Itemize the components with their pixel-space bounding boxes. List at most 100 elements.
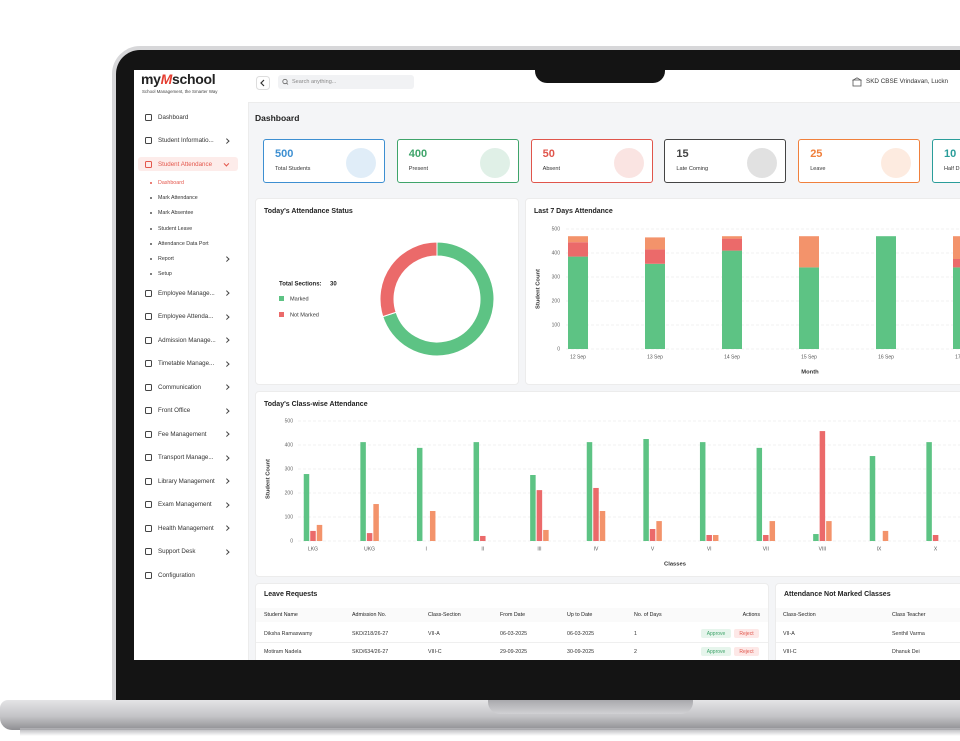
x-tick-label: VIII xyxy=(819,546,827,552)
nav-icon xyxy=(145,383,152,391)
reject-button[interactable]: Reject xyxy=(734,647,759,656)
stat-card[interactable]: 50 Absent xyxy=(530,139,653,183)
nav-item[interactable]: Fee Management xyxy=(138,427,238,441)
nav-label: Employee Manage... xyxy=(158,289,215,297)
table-cell: Motiram Nadela xyxy=(264,649,302,655)
bar xyxy=(316,524,323,541)
row-divider xyxy=(776,642,960,643)
table-cell: 06-03-2025 xyxy=(567,631,595,637)
nav-item[interactable]: Dashboard xyxy=(138,110,238,124)
submenu-item[interactable]: Dashboard xyxy=(150,177,238,189)
submenu-label: Attendance Data Port xyxy=(158,240,209,247)
chart: Today's Class-wise Attendance 0 100 200 300 4… xyxy=(264,401,960,568)
nav-label: Transport Manage... xyxy=(158,454,214,462)
nav-icon xyxy=(145,313,152,321)
y-tick-label: 100 xyxy=(552,322,561,328)
school-name[interactable]: SKD CBSE Vrindavan, Luckn xyxy=(866,78,949,85)
bar xyxy=(769,521,776,541)
legend-swatch xyxy=(279,296,284,301)
school-icon xyxy=(852,77,862,87)
stat-card[interactable]: 10 Half D xyxy=(932,139,960,183)
nav-arrow xyxy=(223,525,229,531)
x-tick-label: X xyxy=(934,546,938,552)
nav-label: Exam Management xyxy=(158,501,212,509)
submenu-item[interactable]: Report xyxy=(150,253,238,265)
legend-label: Not Marked xyxy=(290,312,319,318)
bar-segment xyxy=(568,256,588,349)
search-box[interactable]: Search anything... xyxy=(278,75,414,89)
table-header: Actions xyxy=(742,612,760,618)
approve-button[interactable]: Approve xyxy=(701,629,731,638)
table-header: Admission No. xyxy=(352,612,387,618)
nav-item[interactable]: Employee Manage... xyxy=(138,286,238,300)
nav-item[interactable]: Student Informatio... xyxy=(138,134,238,148)
topbar: Search anything... SKD CBSE Vrindavan, L… xyxy=(248,70,960,103)
nav-label: Library Management xyxy=(158,477,215,485)
stat-label: Total Students xyxy=(275,166,311,172)
stat-value: 10 xyxy=(944,148,957,160)
nav-icon xyxy=(145,477,152,485)
nav-item[interactable]: Exam Management xyxy=(138,498,238,512)
bar xyxy=(373,504,379,541)
nav-arrow xyxy=(223,384,229,390)
nav-icon xyxy=(145,289,152,297)
nav-item[interactable]: Health Management xyxy=(138,521,238,535)
bar-segment xyxy=(722,236,742,239)
nav-arrow xyxy=(223,314,229,320)
reject-button[interactable]: Reject xyxy=(734,629,759,638)
bar-segment xyxy=(568,242,588,257)
nav-item[interactable]: Employee Attenda... xyxy=(138,310,238,324)
panel: Last 7 Days Attendance 0 100 200 300 400 500 12… xyxy=(525,198,960,385)
nav-arrow xyxy=(223,337,229,343)
nav-item[interactable]: Support Desk xyxy=(138,545,238,559)
stat-card[interactable]: 400 Present xyxy=(396,139,519,183)
approve-button[interactable]: Approve xyxy=(701,647,731,656)
submenu-label: Report xyxy=(158,256,174,262)
base-shadow xyxy=(20,728,960,736)
panel: Today's Attendance Status Total Sections:… xyxy=(255,198,519,385)
nav-item[interactable]: Communication xyxy=(138,380,238,394)
stat-card[interactable]: 15 Late Coming xyxy=(664,139,787,183)
legend-label: Marked xyxy=(290,296,309,302)
submenu-item[interactable]: Mark Absentee xyxy=(150,207,238,219)
nav-item[interactable]: Library Management xyxy=(138,474,238,488)
y-tick-label: 300 xyxy=(552,274,561,280)
nav-item[interactable]: Student Attendance xyxy=(138,157,238,171)
nav-item[interactable]: Admission Manage... xyxy=(138,333,238,347)
bar xyxy=(543,529,549,541)
x-tick-label: 16 Sep xyxy=(878,354,894,360)
table-header: Up to Date xyxy=(567,612,593,618)
bar xyxy=(586,442,593,541)
nav-arrow xyxy=(223,549,229,555)
bar-segment xyxy=(799,267,819,349)
nav-item[interactable]: Timetable Manage... xyxy=(138,357,238,371)
collapse-button[interactable] xyxy=(256,76,270,90)
nav-item[interactable]: Front Office xyxy=(138,404,238,418)
table-cell: Senthil Varma xyxy=(892,631,925,637)
x-tick-label: 17 Sep xyxy=(955,354,960,360)
panel: Today's Class-wise Attendance 0 100 200 300 4… xyxy=(255,391,960,577)
chart: Today's Attendance Status Total Sections:… xyxy=(264,208,495,357)
nav-label: Timetable Manage... xyxy=(158,360,215,368)
nav-icon xyxy=(145,524,152,532)
stat-card[interactable]: 500 Total Students xyxy=(263,139,385,183)
submenu-item[interactable]: Setup xyxy=(150,268,238,280)
bar xyxy=(429,511,436,541)
x-tick-label: III xyxy=(537,546,541,552)
table-title: Attendance Not Marked Classes xyxy=(784,591,891,598)
bar xyxy=(819,431,826,541)
submenu-item[interactable]: Attendance Data Port xyxy=(150,238,238,250)
stat-card[interactable]: 25 Leave xyxy=(798,139,921,183)
nav-item[interactable]: Transport Manage... xyxy=(138,451,238,465)
submenu-item[interactable]: Student Leave xyxy=(150,223,238,235)
chart-title: Today's Attendance Status xyxy=(264,208,353,215)
nav-item[interactable]: Configuration xyxy=(138,568,238,582)
nav-icon xyxy=(145,548,152,556)
x-axis-label: Month xyxy=(801,370,819,376)
search-placeholder: Search anything... xyxy=(292,79,337,85)
logo[interactable]: myMschool xyxy=(141,71,216,87)
submenu-item[interactable]: Mark Attendance xyxy=(150,192,238,204)
nav-arrow xyxy=(223,161,229,167)
bar-segment xyxy=(953,267,960,349)
